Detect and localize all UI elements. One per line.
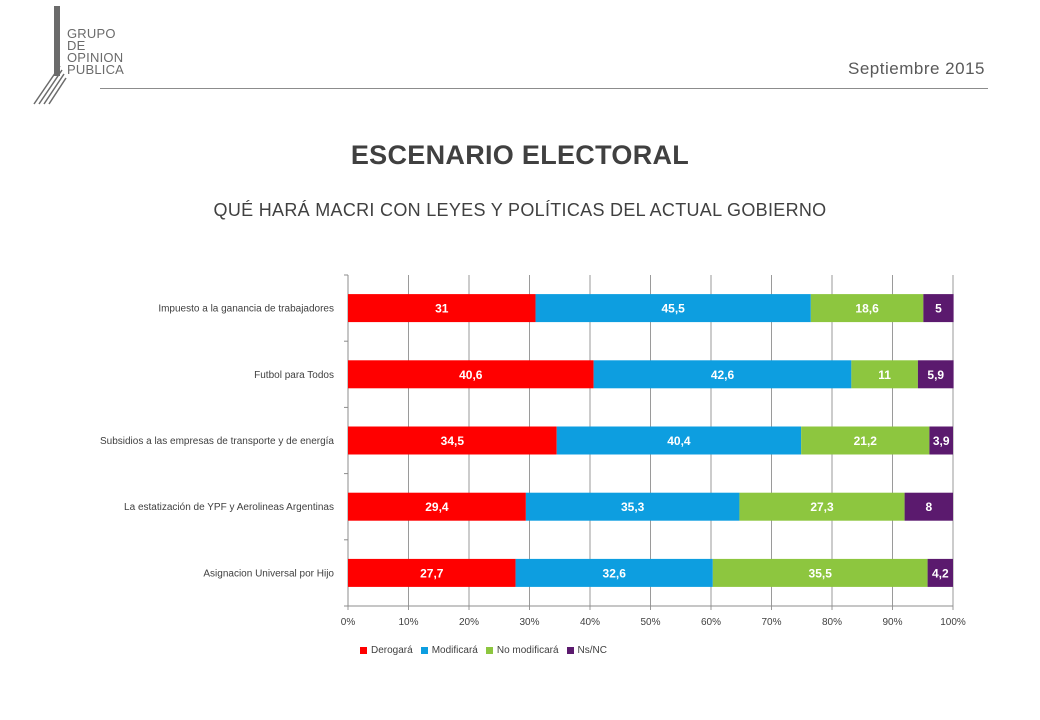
legend-item: Modificará: [420, 645, 478, 656]
x-tick-label: 30%: [519, 617, 539, 628]
data-label: 40,4: [667, 434, 691, 448]
data-label: 42,6: [711, 368, 735, 382]
report-date: Septiembre 2015: [848, 59, 985, 78]
logo-mark-icon: [33, 6, 67, 105]
data-label: 35,3: [621, 500, 645, 514]
data-label: 18,6: [855, 302, 879, 316]
page-subtitle: QUÉ HARÁ MACRI CON LEYES Y POLÍTICAS DEL…: [213, 200, 827, 220]
data-label: 31: [435, 302, 449, 316]
data-label: 34,5: [441, 434, 465, 448]
x-tick-label: 90%: [882, 617, 902, 628]
legend-label: Derogará: [371, 645, 413, 656]
data-label: 5: [935, 302, 942, 316]
data-label: 3,9: [933, 434, 950, 448]
bar-segment: [917, 360, 954, 389]
logo-line: OPINION: [67, 50, 124, 65]
data-label: 45,5: [662, 302, 686, 316]
header-divider: [100, 88, 988, 89]
logo-line: DE: [67, 38, 86, 53]
bar-segment: [525, 492, 740, 521]
bar-segment: [904, 492, 953, 521]
data-label: 27,3: [810, 500, 834, 514]
bar-segment: [535, 294, 811, 323]
bar-segment: [348, 492, 526, 521]
legend-label: Ns/NC: [577, 645, 607, 656]
chart-legend: Derogará Modificará No modificará Ns/NC: [360, 645, 607, 656]
x-tick-label: 70%: [761, 617, 781, 628]
data-label: 11: [878, 368, 891, 382]
logo-line: GRUPO: [67, 26, 116, 41]
category-label: La estatización de YPF y Aerolineas Arge…: [124, 502, 334, 513]
data-label: 29,4: [425, 500, 449, 514]
category-label: Impuesto a la ganancia de trabajadores: [158, 304, 334, 315]
bar-segment: [556, 426, 802, 455]
bar-segment: [712, 558, 928, 587]
legend-item: No modificará: [485, 645, 559, 656]
data-label: 35,5: [809, 566, 833, 580]
bar-segment: [515, 558, 713, 587]
category-label: Futbol para Todos: [254, 370, 334, 381]
bar-segment: [348, 426, 557, 455]
x-tick-label: 10%: [398, 617, 418, 628]
data-label: 21,2: [854, 434, 878, 448]
logo-line: PUBLICA: [67, 62, 125, 77]
x-tick-label: 40%: [580, 617, 600, 628]
legend-label: No modificará: [496, 645, 559, 656]
legend-item: Ns/NC: [566, 645, 607, 656]
data-label: 5,9: [927, 368, 944, 382]
bar-segment: [348, 360, 594, 389]
legend-label: Modificará: [431, 645, 478, 656]
x-tick-label: 60%: [701, 617, 721, 628]
bar-segment: [923, 294, 954, 323]
bar-segment: [348, 294, 536, 323]
x-tick-label: 100%: [940, 617, 966, 628]
bar-segment: [801, 426, 930, 455]
page-title: ESCENARIO ELECTORAL: [350, 140, 690, 170]
data-label: 40,6: [459, 368, 483, 382]
category-label: Subsidios a las empresas de transporte y…: [100, 436, 334, 447]
legend-item: Derogará: [360, 645, 413, 656]
x-tick-label: 0%: [341, 617, 356, 628]
category-label: Asignacion Universal por Hijo: [203, 568, 334, 579]
bar-segment: [593, 360, 852, 389]
legend-swatch: [566, 647, 574, 654]
bar-segment: [851, 360, 918, 389]
data-label: 32,6: [603, 566, 627, 580]
x-tick-label: 20%: [459, 617, 479, 628]
data-label: 27,7: [420, 566, 444, 580]
x-tick-label: 80%: [822, 617, 842, 628]
legend-swatch: [485, 647, 493, 654]
x-tick-label: 50%: [640, 617, 660, 628]
legend-swatch: [360, 647, 367, 654]
bar-segment: [810, 294, 924, 323]
legend-swatch: [420, 647, 428, 654]
bar-segment: [927, 558, 953, 587]
bar-segment: [739, 492, 905, 521]
bar-segment: [929, 426, 953, 455]
bar-segment: [348, 558, 516, 587]
grupo-opinion-publica-logo: GRUPO DE OPINION PUBLICA: [30, 6, 140, 106]
data-label: 4,2: [932, 566, 949, 580]
data-label: 8: [925, 500, 932, 514]
